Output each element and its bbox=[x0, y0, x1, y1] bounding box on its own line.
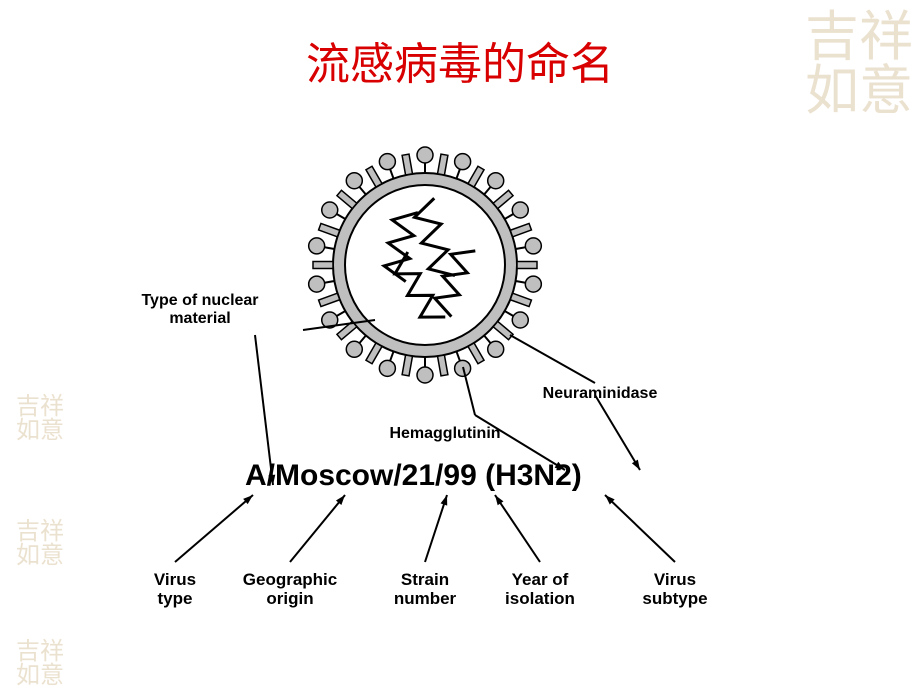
neuraminidase-spike bbox=[493, 321, 513, 339]
neuraminidase-spike bbox=[438, 355, 448, 376]
label-year: Year ofisolation bbox=[505, 570, 575, 608]
hemagglutinin-spike bbox=[488, 173, 504, 189]
neuraminidase-spike bbox=[510, 223, 531, 236]
hemagglutinin-spike bbox=[417, 147, 433, 163]
seal-icon: 吉祥如意 bbox=[16, 395, 64, 443]
hemagglutinin-spike bbox=[309, 276, 325, 292]
hemagglutinin-spike bbox=[309, 238, 325, 254]
slide-title: 流感病毒的命名 bbox=[0, 28, 920, 92]
hemagglutinin-spike bbox=[455, 154, 471, 170]
slide: 流感病毒的命名 Type of nuclearmaterial Hemagglut… bbox=[0, 0, 920, 690]
label-strain: Strainnumber bbox=[394, 570, 457, 608]
neuraminidase-spike bbox=[517, 262, 537, 269]
seal-icon: 吉祥如意 bbox=[16, 520, 64, 568]
seal-icon: 吉祥如意 bbox=[16, 640, 64, 688]
label-hemagg: Hemagglutinin bbox=[389, 425, 500, 442]
hemagglutinin-spike bbox=[512, 202, 528, 218]
neuraminidase-spike bbox=[438, 154, 448, 175]
hemagglutinin-spike bbox=[525, 276, 541, 292]
nomenclature-string: A/Moscow/21/99 (H3N2) bbox=[245, 459, 582, 492]
title-text: 流感病毒的命名 bbox=[306, 40, 614, 89]
label-subtype: Virussubtype bbox=[642, 570, 707, 608]
neuraminidase-spike bbox=[468, 166, 484, 187]
hemagglutinin-spike bbox=[417, 367, 433, 383]
hemagglutinin-spike bbox=[379, 360, 395, 376]
neuraminidase-spike bbox=[402, 355, 412, 376]
neuraminidase-spike bbox=[402, 154, 412, 175]
neuraminidase-spike bbox=[468, 343, 484, 364]
hemagglutinin-spike bbox=[346, 341, 362, 357]
neuraminidase-spike bbox=[313, 262, 333, 269]
neuraminidase-spike bbox=[493, 190, 513, 208]
diagram-container: Type of nuclearmaterial Hemagglutinin Neur… bbox=[95, 130, 825, 630]
neuraminidase-spike bbox=[319, 223, 340, 236]
hemagglutinin-spike bbox=[379, 154, 395, 170]
neuraminidase-spike bbox=[366, 343, 382, 364]
label-neuram: Neuraminidase bbox=[543, 385, 658, 402]
neuraminidase-spike bbox=[510, 293, 531, 306]
neuraminidase-spike bbox=[319, 293, 340, 306]
label-geo: Geographicorigin bbox=[243, 570, 337, 608]
virus-nomenclature-diagram: Type of nuclearmaterial Hemagglutinin Neur… bbox=[95, 130, 825, 630]
neuraminidase-spike bbox=[366, 166, 382, 187]
label-vtype: Virustype bbox=[154, 570, 196, 608]
label-nuclear: Type of nuclearmaterial bbox=[141, 292, 258, 327]
hemagglutinin-spike bbox=[525, 238, 541, 254]
hemagglutinin-spike bbox=[346, 173, 362, 189]
hemagglutinin-spike bbox=[322, 202, 338, 218]
hemagglutinin-spike bbox=[512, 312, 528, 328]
hemagglutinin-spike bbox=[488, 341, 504, 357]
neuraminidase-spike bbox=[337, 190, 357, 208]
